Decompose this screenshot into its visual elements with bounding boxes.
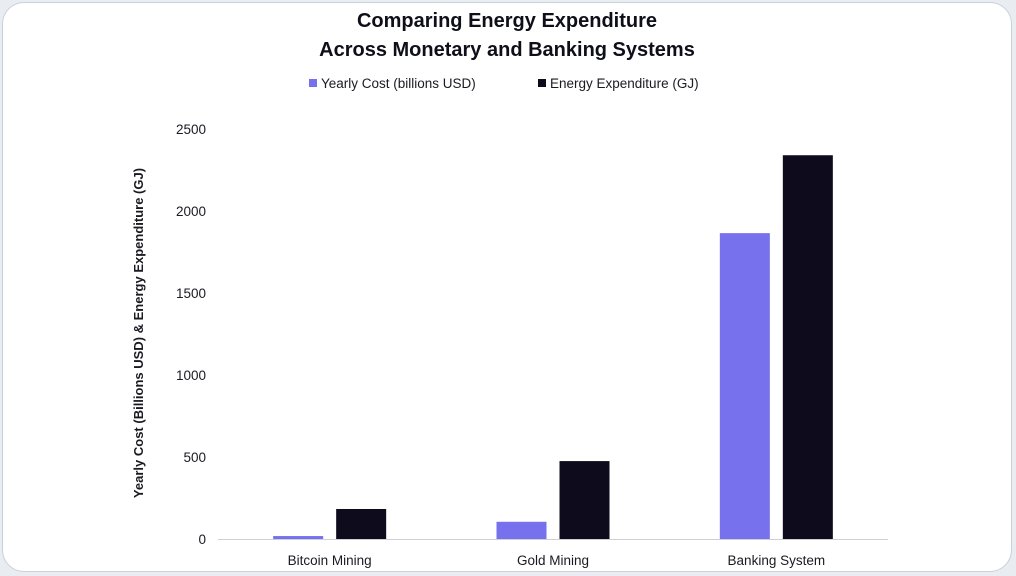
bar-banking-system-yearly-cost: [719, 233, 770, 539]
legend: Yearly Cost (billions USD) Energy Expend…: [309, 76, 699, 91]
bar-bitcoin-mining-yearly-cost: [273, 536, 324, 539]
y-axis-label: Yearly Cost (Billions USD) & Energy Expe…: [131, 168, 146, 498]
bars: [273, 155, 833, 540]
chart-title-line-2: Across Monetary and Banking Systems: [319, 39, 695, 61]
y-tick-label: 500: [183, 450, 206, 465]
x-tick-label: Bitcoin Mining: [288, 553, 372, 568]
x-axis-ticks: Bitcoin Mining Gold Mining Banking System: [288, 553, 825, 568]
bar-banking-system-energy-expenditure: [782, 155, 833, 540]
legend-swatch-yearly-cost: [309, 79, 317, 87]
bar-gold-mining-yearly-cost: [496, 521, 547, 539]
bar-bitcoin-mining-energy-expenditure: [336, 508, 387, 539]
y-tick-label: 2500: [176, 122, 206, 137]
chart-svg: Comparing Energy Expenditure Across Mone…: [131, 10, 888, 568]
y-tick-label: 2000: [176, 204, 206, 219]
x-tick-label: Gold Mining: [517, 553, 589, 568]
y-axis-ticks: 0 500 1000 1500 2000 2500: [176, 122, 206, 547]
bar-gold-mining-energy-expenditure: [559, 461, 610, 539]
y-tick-label: 1500: [176, 286, 206, 301]
legend-label-energy-expenditure: Energy Expenditure (GJ): [550, 76, 699, 91]
y-tick-label: 1000: [176, 368, 206, 383]
legend-label-yearly-cost: Yearly Cost (billions USD): [321, 76, 476, 91]
x-tick-label: Banking System: [728, 553, 826, 568]
y-tick-label: 0: [198, 532, 206, 547]
legend-swatch-energy-expenditure: [538, 79, 546, 87]
chart-title-line-1: Comparing Energy Expenditure: [357, 10, 657, 32]
